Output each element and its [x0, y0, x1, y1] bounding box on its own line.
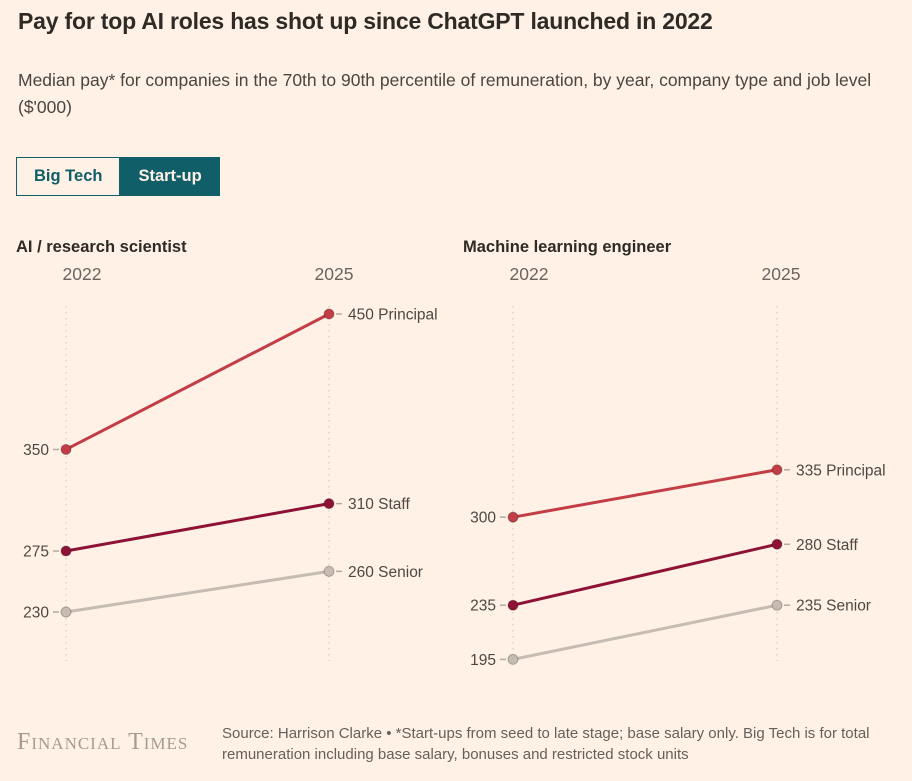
slope-line-principal	[511, 468, 779, 519]
toggle-big-tech-button[interactable]: Big Tech	[16, 157, 121, 196]
data-point-staff-2025	[323, 498, 335, 510]
data-point-senior-2025	[771, 599, 783, 611]
data-point-principal-2022	[60, 443, 72, 455]
page-title: Pay for top AI roles has shot up since C…	[18, 8, 713, 34]
year-label-2025-left: 2025	[314, 264, 354, 284]
data-point-staff-2022	[507, 599, 519, 611]
data-point-staff-2022	[60, 545, 72, 557]
point-label-principal-2025: 335 Principal	[796, 462, 886, 479]
slope-line-senior	[64, 569, 331, 614]
slope-line-senior	[511, 603, 779, 661]
value-label-staff-2022: 235	[470, 598, 496, 615]
data-point-principal-2025	[323, 308, 335, 320]
slope-line-principal	[64, 312, 331, 451]
slope-line-staff	[64, 502, 331, 553]
point-label-principal-2025: 450 Principal	[348, 307, 438, 324]
year-label-2022-right: 2022	[509, 264, 549, 284]
data-point-staff-2025	[771, 538, 783, 550]
financial-times-logo: Financial Times	[17, 729, 189, 755]
data-point-principal-2025	[771, 464, 783, 476]
value-label-principal-2022: 300	[470, 510, 496, 527]
toggle-start-up-button[interactable]: Start-up	[120, 157, 220, 196]
point-label-senior-2025: 235 Senior	[796, 598, 871, 615]
value-label-senior-2022: 195	[470, 652, 496, 669]
year-label-2025-right: 2025	[761, 264, 801, 284]
value-label-staff-2022: 275	[23, 544, 49, 561]
data-point-principal-2022	[507, 511, 519, 523]
point-label-staff-2025: 310 Staff	[348, 496, 410, 513]
page-subtitle: Median pay* for companies in the 70th to…	[18, 70, 872, 117]
company-type-toggle: Big Tech Start-up	[16, 157, 220, 196]
data-point-senior-2025	[323, 565, 335, 577]
panel-title-machine-learning-engineer: Machine learning engineer	[463, 238, 672, 256]
value-label-senior-2022: 230	[23, 604, 49, 621]
point-label-staff-2025: 280 Staff	[796, 537, 858, 554]
point-label-senior-2025: 260 Senior	[348, 564, 423, 581]
data-point-senior-2022	[60, 606, 72, 618]
year-label-2022-left: 2022	[62, 264, 102, 284]
value-label-principal-2022: 350	[23, 442, 49, 459]
slope-line-staff	[511, 542, 779, 607]
source-note: Source: Harrison Clarke • *Start-ups fro…	[222, 725, 870, 763]
panel-title-ai-research-scientist: AI / research scientist	[16, 238, 187, 256]
data-point-senior-2022	[507, 653, 519, 665]
